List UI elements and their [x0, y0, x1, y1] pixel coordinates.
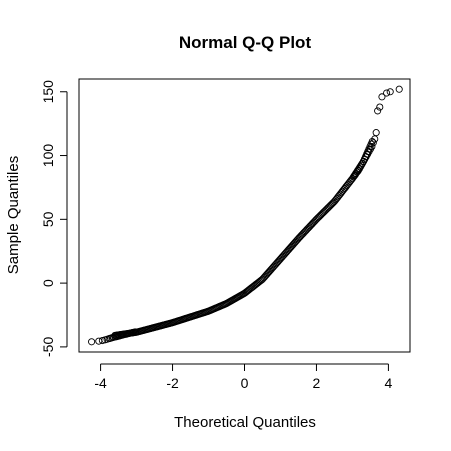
data-point: [357, 161, 365, 169]
chart-title: Normal Q-Q Plot: [179, 33, 312, 52]
data-point: [88, 338, 96, 346]
x-tick-label: 4: [385, 375, 393, 391]
data-point: [369, 139, 377, 147]
data-point: [395, 85, 403, 93]
data-point: [372, 129, 380, 137]
y-tick-label: 150: [40, 80, 56, 104]
data-point: [368, 143, 376, 151]
data-point: [358, 159, 367, 167]
data-point: [354, 167, 362, 175]
plot-frame: [78, 78, 411, 353]
y-tick-label: 50: [40, 211, 56, 227]
x-axis: -4 -2 0 2 4: [94, 363, 393, 391]
x-tick-label: -4: [94, 375, 107, 391]
y-tick-label: 100: [40, 144, 56, 168]
data-point: [356, 163, 364, 171]
data-point: [368, 137, 376, 146]
x-tick-label: -2: [166, 375, 179, 391]
data-point: [386, 88, 394, 96]
data-point: [131, 328, 139, 336]
data-point: [378, 93, 386, 101]
data-point: [383, 89, 391, 97]
x-tick-label: 0: [241, 375, 249, 391]
y-axis-label: Sample Quantiles: [5, 156, 22, 274]
y-tick-label: 0: [40, 279, 56, 287]
data-point: [376, 103, 384, 111]
data-points: [88, 85, 403, 346]
y-tick-label: -50: [40, 337, 56, 357]
x-axis-label: Theoretical Quantiles: [174, 414, 316, 431]
x-tick-label: 2: [313, 375, 321, 391]
data-point: [374, 107, 382, 115]
data-point: [355, 165, 363, 173]
y-axis: -50 0 50 100 150: [40, 80, 68, 357]
data-point: [371, 135, 379, 143]
